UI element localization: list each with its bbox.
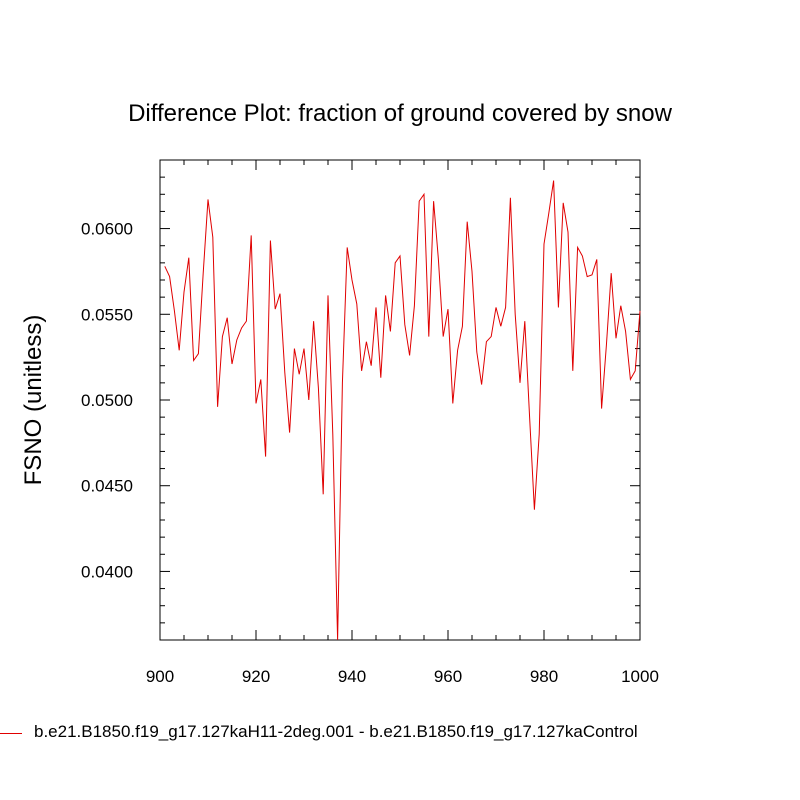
- y-tick-label: 0.0450: [81, 477, 133, 496]
- y-tick-label: 0.0500: [81, 391, 133, 410]
- x-tick-label: 960: [434, 667, 462, 686]
- legend: b.e21.B1850.f19_g17.127kaH11-2deg.001 - …: [0, 719, 800, 749]
- x-tick-label: 1000: [621, 667, 659, 686]
- y-tick-label: 0.0400: [81, 562, 133, 581]
- axis-tick-labels: 900 920 940 960 980 1000 0.0400 0.0450 0.0500 0.0…: [81, 220, 659, 686]
- x-tick-label: 920: [242, 667, 270, 686]
- x-tick-label: 900: [146, 667, 174, 686]
- x-tick-label: 980: [530, 667, 558, 686]
- y-tick-label: 0.0550: [81, 305, 133, 324]
- legend-label: b.e21.B1850.f19_g17.127kaH11-2deg.001 - …: [34, 722, 638, 741]
- legend-line-swatch: [0, 733, 22, 734]
- y-tick-label: 0.0600: [81, 220, 133, 239]
- x-tick-label: 940: [338, 667, 366, 686]
- chart-title: Difference Plot: fraction of ground cove…: [128, 100, 672, 127]
- axis-ticks: [159, 159, 641, 641]
- series-line: [164, 180, 641, 641]
